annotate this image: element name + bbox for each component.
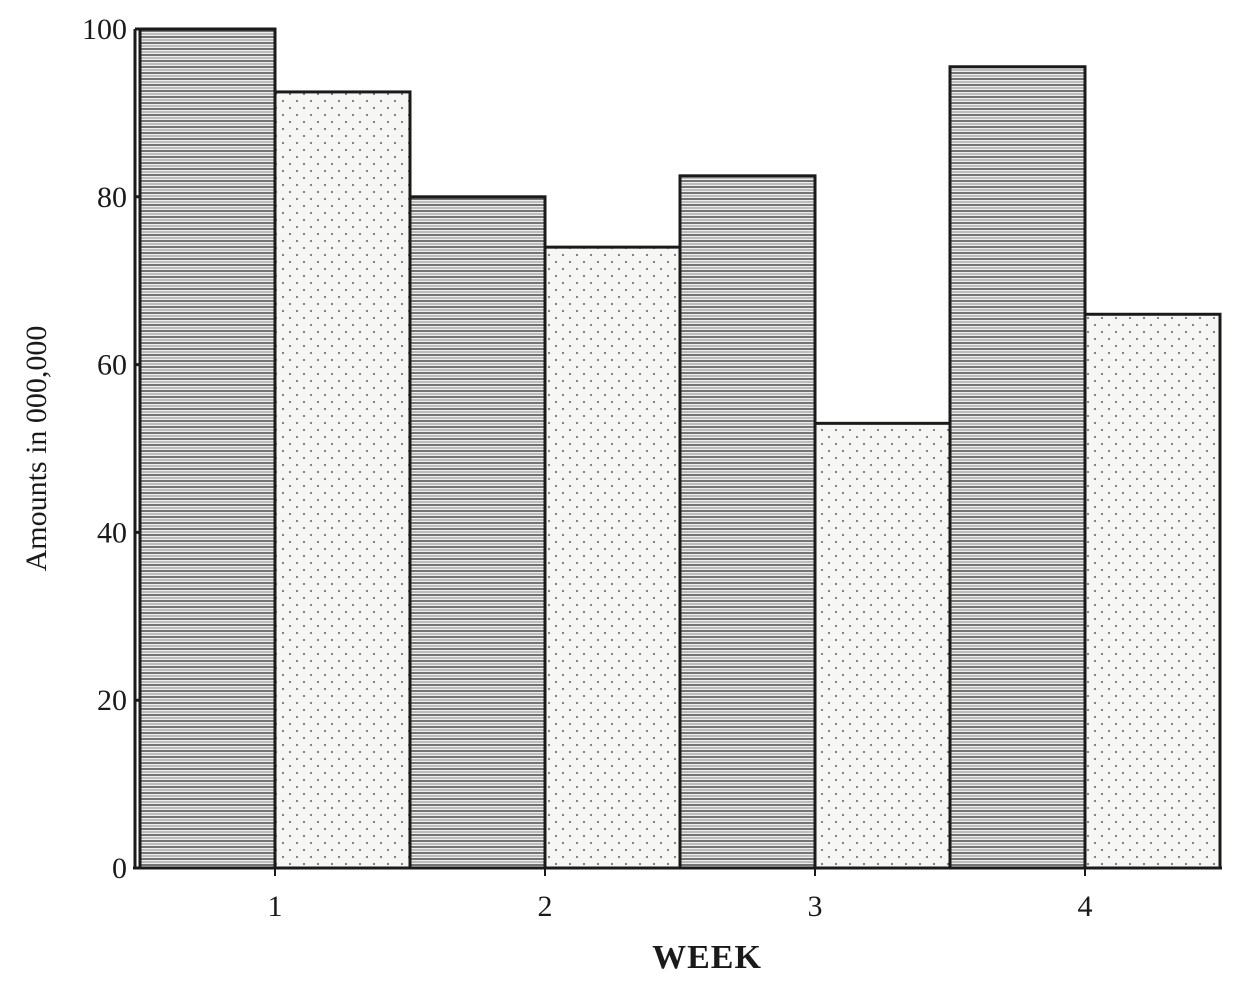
bar-week-2-series-1 — [408, 195, 547, 870]
x-axis-title: WEEK — [652, 939, 762, 976]
bars-layer — [138, 27, 1222, 870]
y-tick-label: 60 — [97, 349, 127, 382]
x-tick-label: 3 — [808, 890, 823, 923]
x-tick-label: 4 — [1078, 890, 1093, 923]
y-tick-label: 100 — [82, 13, 127, 46]
y-tick-label: 80 — [97, 181, 127, 214]
labels-layer: Amounts in 000,000 WEEK 0 20 40 60 80 100 1 2 3 4 — [20, 13, 1093, 976]
bar-week-1-series-2 — [273, 90, 412, 870]
bar-week-3-series-1 — [678, 174, 817, 870]
x-tick-label: 2 — [538, 890, 553, 923]
bar-week-1-series-1 — [138, 27, 277, 870]
bar-week-4-series-2 — [1083, 312, 1222, 870]
x-tick-label: 1 — [268, 890, 283, 923]
bar-week-4-series-1 — [948, 65, 1087, 870]
y-tick-label: 40 — [97, 516, 127, 549]
bar-week-2-series-2 — [543, 245, 682, 870]
bar-week-3-series-2 — [813, 421, 952, 870]
y-tick-label: 20 — [97, 684, 127, 717]
y-axis-title: Amounts in 000,000 — [20, 326, 53, 572]
y-tick-label: 0 — [112, 852, 127, 885]
